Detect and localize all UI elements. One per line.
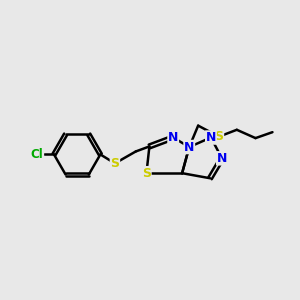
Text: N: N	[217, 152, 227, 165]
Text: S: S	[142, 167, 151, 180]
Text: N: N	[206, 131, 216, 144]
Text: S: S	[110, 157, 119, 170]
Text: N: N	[184, 140, 194, 154]
Text: Cl: Cl	[31, 148, 44, 161]
Text: N: N	[168, 131, 178, 144]
Text: S: S	[214, 130, 224, 143]
